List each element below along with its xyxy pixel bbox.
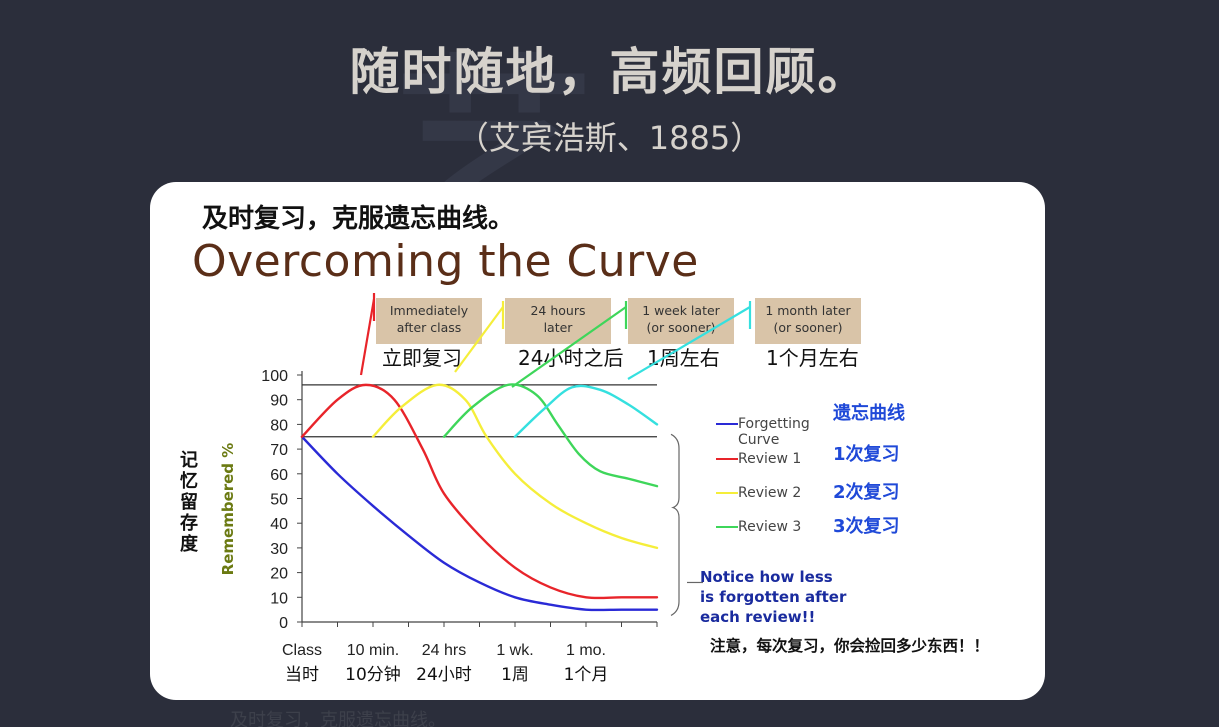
y-axis-label-cn-char: 留 bbox=[180, 492, 198, 513]
legend-label: Review 1 bbox=[738, 451, 802, 467]
y-tick-label: 40 bbox=[270, 516, 288, 533]
review-2-line bbox=[371, 383, 659, 550]
review-cn-label-immediately: 立即复习 bbox=[382, 346, 462, 370]
x-tick-label-cn: 10分钟 bbox=[345, 665, 401, 685]
connector-review-2 bbox=[454, 306, 504, 373]
review-box-immediately: Immediately after class bbox=[376, 298, 482, 344]
y-tick-label: 90 bbox=[270, 393, 288, 410]
y-axis-label-cn-char: 记 bbox=[180, 450, 198, 471]
x-tick-label: 1 mo. bbox=[566, 642, 606, 659]
review-cn-label-1-week: 1周左右 bbox=[647, 346, 720, 370]
review-box-1-week: 1 week later (or sooner) bbox=[628, 298, 734, 344]
legend-label: Forgetting Curve bbox=[738, 416, 810, 448]
y-tick-label: 60 bbox=[270, 467, 288, 484]
slide-subtitle: （艾宾浩斯、1885） bbox=[456, 119, 763, 157]
review-box-24-hours: 24 hours later bbox=[505, 298, 611, 344]
review-box-line2: (or sooner) bbox=[646, 320, 716, 335]
note-line: Notice how less bbox=[700, 568, 833, 586]
review-box-line1: 1 week later bbox=[642, 303, 720, 318]
review-cn-label-1-month: 1个月左右 bbox=[766, 346, 859, 370]
review-box-line1: 1 month later bbox=[765, 303, 851, 318]
note-chinese: 注意，每次复习，你会捡回多少东西！！ bbox=[710, 637, 990, 655]
y-tick-label: 30 bbox=[270, 541, 288, 558]
note-line: is forgotten after bbox=[700, 588, 847, 606]
legend-swatch-forgetting bbox=[716, 423, 738, 425]
slide-card: 及时复习，克服遗忘曲线。 Overcoming the Curve Immedi… bbox=[150, 182, 1045, 700]
review-box-line1: 24 hours bbox=[530, 303, 586, 318]
y-tick-label: 10 bbox=[270, 590, 288, 607]
legend-swatch-review-2 bbox=[716, 492, 738, 494]
review-box-line1: Immediately bbox=[389, 303, 469, 318]
legend-cn-forgetting-curve: 遗忘曲线 bbox=[833, 403, 905, 424]
y-tick-label: 0 bbox=[279, 615, 288, 632]
connector-review-4 bbox=[627, 306, 751, 380]
x-tick-label-cn: 1周 bbox=[501, 665, 529, 685]
y-axis-label-cn: 记 忆 留 存 度 bbox=[178, 450, 200, 555]
card-heading: 及时复习，克服遗忘曲线。 bbox=[202, 204, 515, 234]
x-tick-label: Class bbox=[282, 642, 322, 659]
legend-forgetting-curve: Forgetting Curve bbox=[716, 416, 818, 448]
y-tick-label: 50 bbox=[270, 492, 288, 509]
legend-cn-review-2: 2次复习 bbox=[833, 482, 900, 503]
chart-title: Overcoming the Curve bbox=[192, 236, 699, 287]
y-axis-label-cn-char: 忆 bbox=[180, 471, 198, 492]
review-box-line2: (or sooner) bbox=[773, 320, 843, 335]
y-tick-label: 80 bbox=[270, 417, 288, 434]
x-tick-label-cn: 24小时 bbox=[416, 665, 472, 685]
connector-review-1 bbox=[359, 298, 376, 376]
review-3-line bbox=[442, 383, 659, 488]
legend-label: Review 3 bbox=[738, 519, 802, 535]
y-axis-label-cn-char: 度 bbox=[180, 534, 198, 555]
slide-title: 随时随地，高频回顾。 bbox=[349, 43, 870, 101]
legend-cn-review-3: 3次复习 bbox=[833, 516, 900, 537]
forgetting-curve-chart: 0 10 20 30 40 50 60 70 80 90 100 Class 当时 10 min. 10分钟… bbox=[261, 293, 752, 685]
annotation-brace bbox=[670, 433, 680, 616]
review-box-line2: after class bbox=[396, 320, 462, 335]
review-cn-label-24-hours: 24小时之后 bbox=[518, 346, 624, 370]
review-box-line2: later bbox=[543, 320, 573, 335]
note-english: Notice how less is forgotten after each … bbox=[700, 567, 846, 627]
legend-swatch-review-1 bbox=[716, 458, 738, 460]
legend-review-1: Review 1 bbox=[716, 451, 801, 467]
x-tick-label: 24 hrs bbox=[422, 642, 466, 659]
legend-review-2: Review 2 bbox=[716, 485, 801, 501]
review-1-line bbox=[300, 383, 659, 600]
legend-cn-review-1: 1次复习 bbox=[833, 444, 900, 465]
review-box-1-month: 1 month later (or sooner) bbox=[755, 298, 861, 344]
x-tick-label-cn: 当时 bbox=[285, 665, 319, 685]
y-axis-label-cn-char: 存 bbox=[180, 513, 198, 534]
forgetting-curve-line bbox=[300, 435, 659, 612]
review-4-line bbox=[513, 384, 659, 438]
connector-review-3 bbox=[511, 306, 627, 388]
legend-label: Review 2 bbox=[738, 485, 802, 501]
legend-swatch-review-3 bbox=[716, 526, 738, 528]
legend-review-3: Review 3 bbox=[716, 519, 801, 535]
x-tick-label: 1 wk. bbox=[496, 642, 533, 659]
bottom-partial-text: 及时复习，克服遗忘曲线。 bbox=[230, 710, 446, 727]
y-tick-label: 20 bbox=[270, 566, 288, 583]
y-tick-label: 70 bbox=[270, 442, 288, 459]
y-tick-label: 100 bbox=[261, 368, 288, 385]
x-tick-label: 10 min. bbox=[347, 642, 399, 659]
x-tick-label-cn: 1个月 bbox=[564, 665, 609, 685]
note-line: each review!! bbox=[700, 608, 816, 626]
